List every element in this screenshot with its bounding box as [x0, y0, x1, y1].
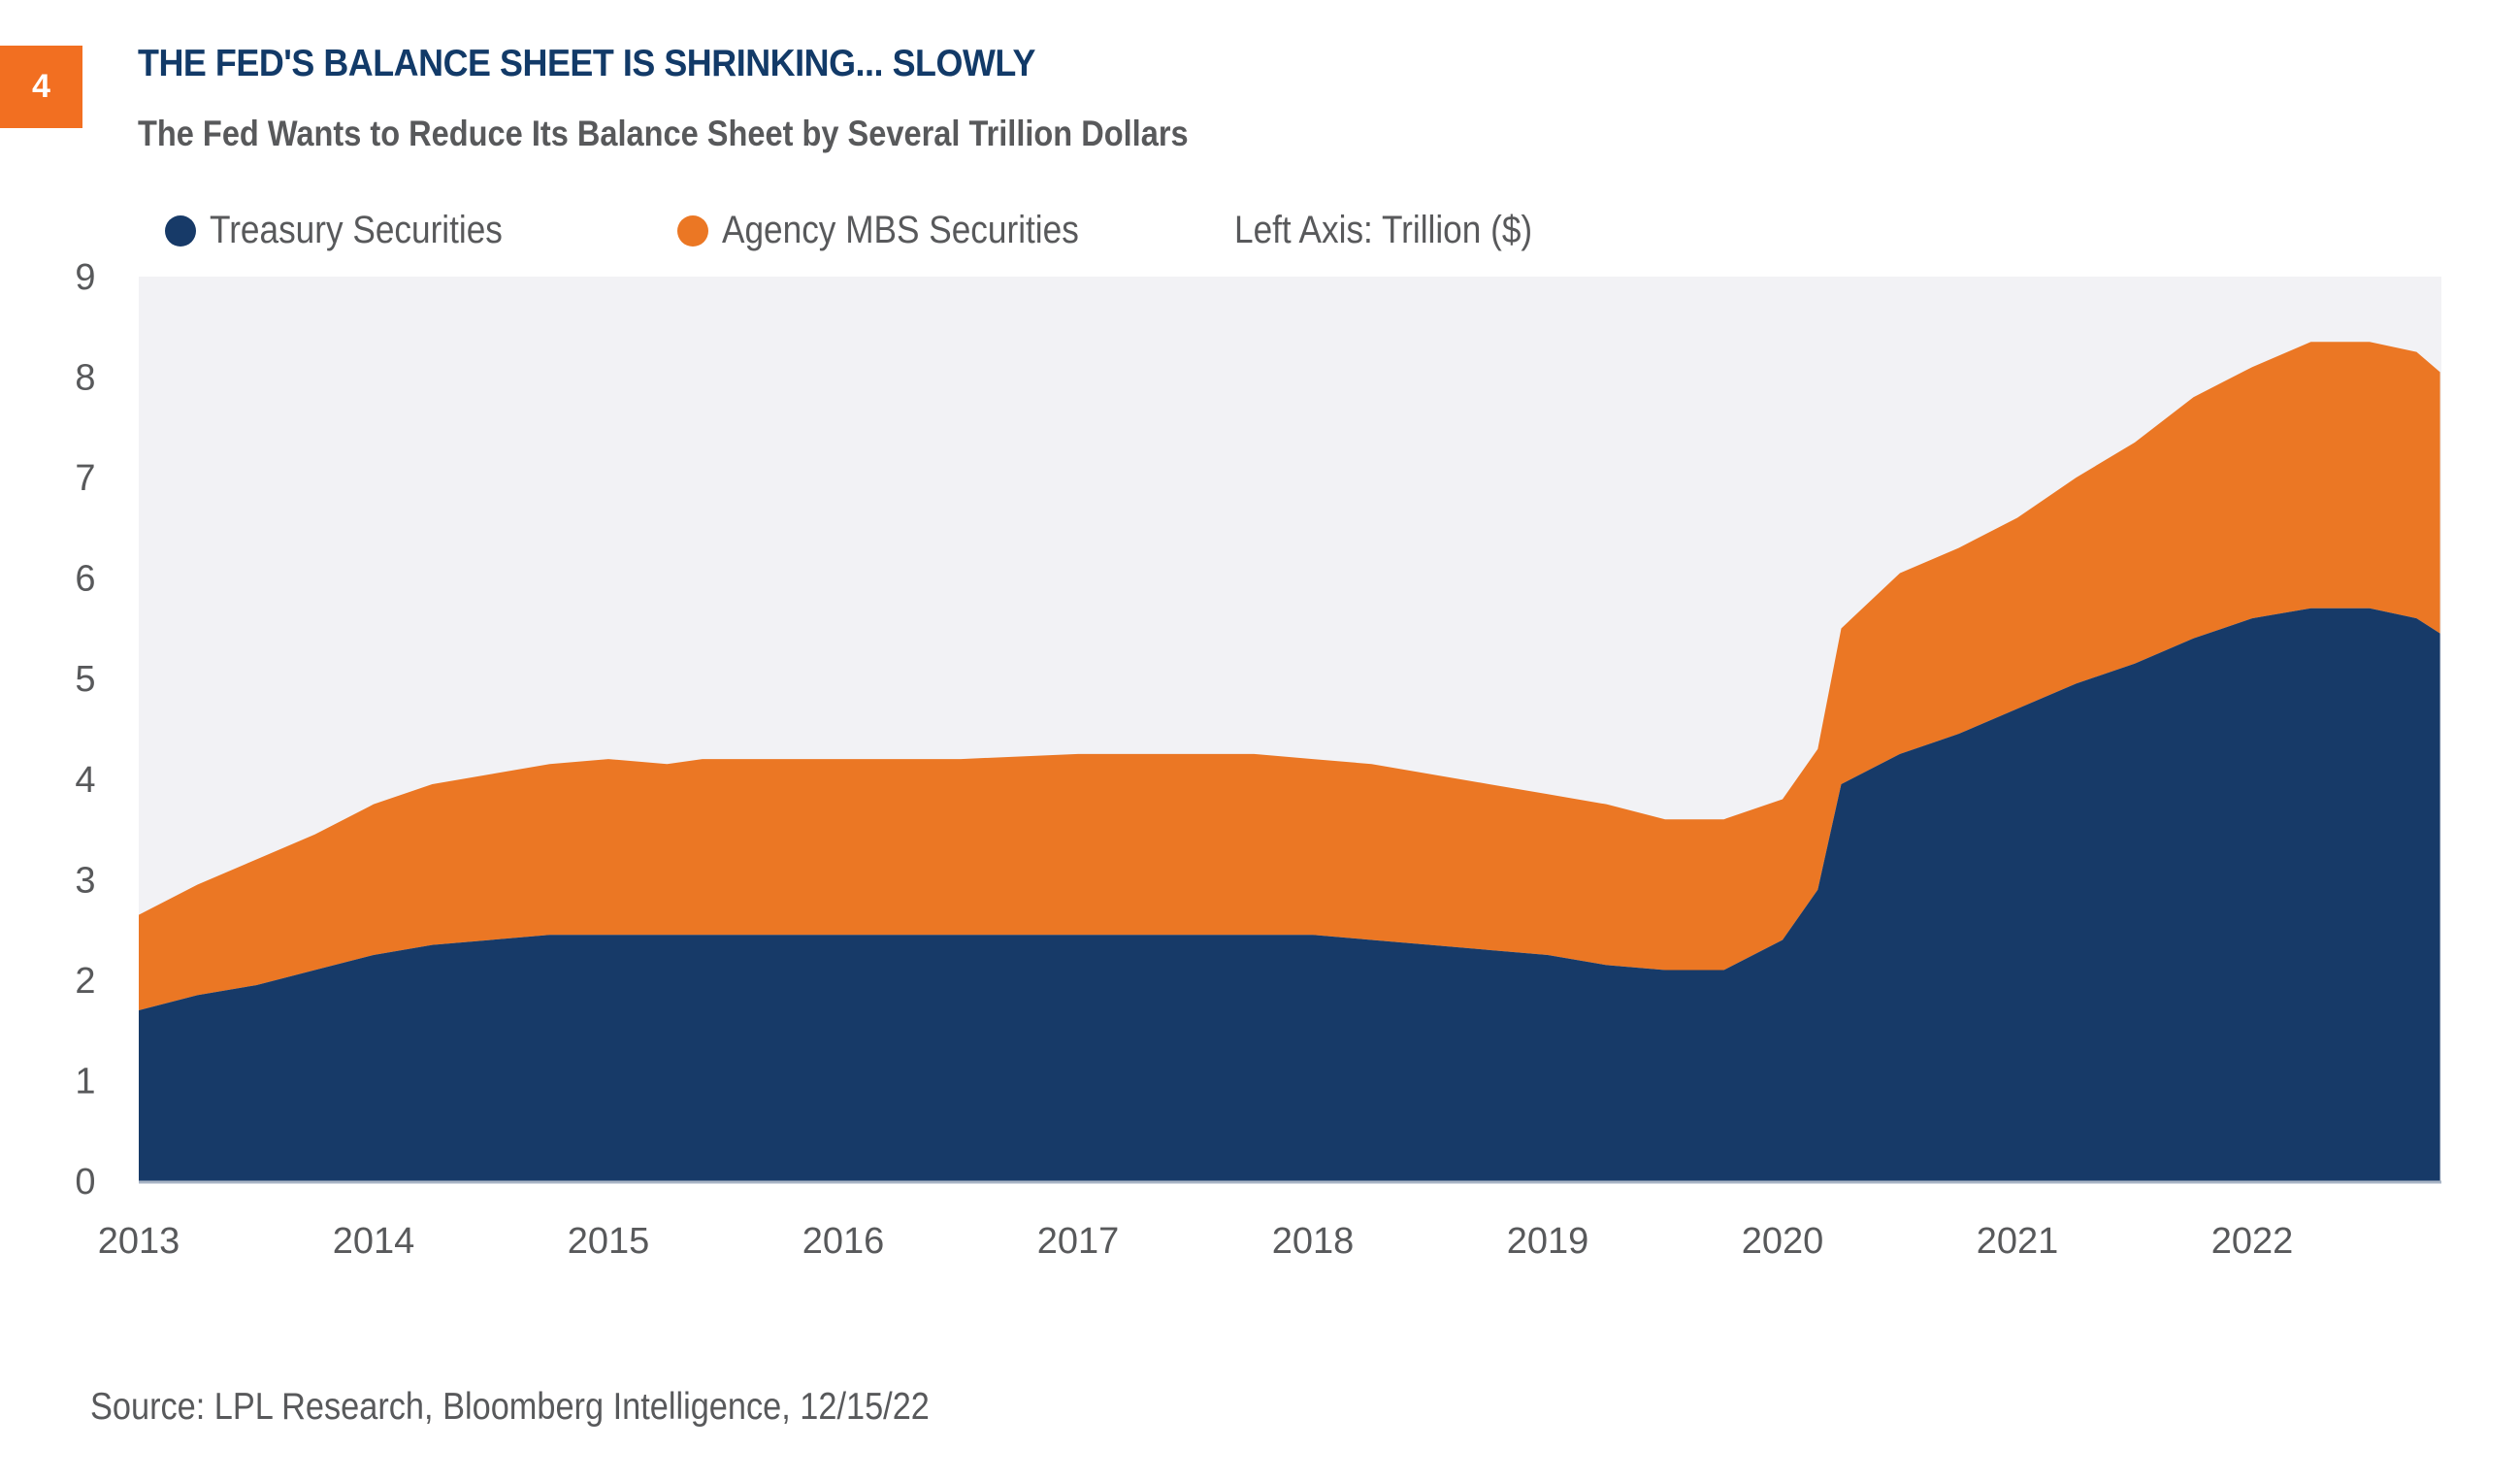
y-tick-label: 5 [75, 659, 95, 700]
treasury-dot-icon [165, 214, 196, 247]
y-tick-label: 3 [75, 860, 95, 901]
y-tick-label: 0 [75, 1162, 95, 1202]
y-tick-label: 4 [75, 760, 95, 801]
x-tick-label: 2019 [1507, 1221, 1589, 1262]
x-tick-label: 2017 [1037, 1221, 1120, 1262]
chart-subtitle: The Fed Wants to Reduce Its Balance Shee… [138, 114, 1189, 153]
legend-label-treasury: Treasury Securities [210, 209, 503, 251]
source-note: Source: LPL Research, Bloomberg Intellig… [90, 1386, 930, 1428]
mbs-dot-icon [677, 214, 708, 247]
y-tick-label: 1 [75, 1061, 95, 1102]
y-tick-label: 2 [75, 961, 95, 1002]
x-tick-label: 2020 [1742, 1221, 1824, 1262]
y-tick-label: 8 [75, 358, 95, 399]
y-tick-label: 6 [75, 559, 95, 600]
axis-unit-label: Left Axis: Trillion ($) [1234, 209, 1533, 251]
x-tick-label: 2013 [98, 1221, 180, 1262]
legend-item-mbs: Agency MBS Securities [677, 209, 1128, 252]
areas-group [139, 342, 2440, 1181]
legend-item-treasury: Treasury Securities [165, 209, 542, 252]
chart-title: THE FED'S BALANCE SHEET IS SHRINKING... … [138, 43, 1035, 84]
x-tick-label: 2016 [802, 1221, 885, 1262]
y-tick-label: 9 [75, 257, 95, 298]
figure-number-badge: 4 [0, 46, 82, 128]
x-tick-label: 2014 [333, 1221, 415, 1262]
x-tick-label: 2022 [2211, 1221, 2294, 1262]
area-agency-mbs [139, 342, 2440, 1010]
x-axis-ticks: 2013 2014 2015 2016 2017 2018 2019 2020 2021 2022 [98, 1221, 2294, 1262]
y-axis-ticks: 0 1 2 3 4 5 6 7 8 9 [75, 257, 95, 1202]
x-tick-label: 2021 [1977, 1221, 2059, 1262]
legend-axis-note: Left Axis: Trillion ($) [1234, 209, 1573, 252]
y-tick-label: 7 [75, 458, 95, 499]
area-treasury [139, 608, 2440, 1181]
legend-label-mbs: Agency MBS Securities [722, 209, 1079, 251]
x-tick-label: 2018 [1272, 1221, 1355, 1262]
x-tick-label: 2015 [568, 1221, 650, 1262]
